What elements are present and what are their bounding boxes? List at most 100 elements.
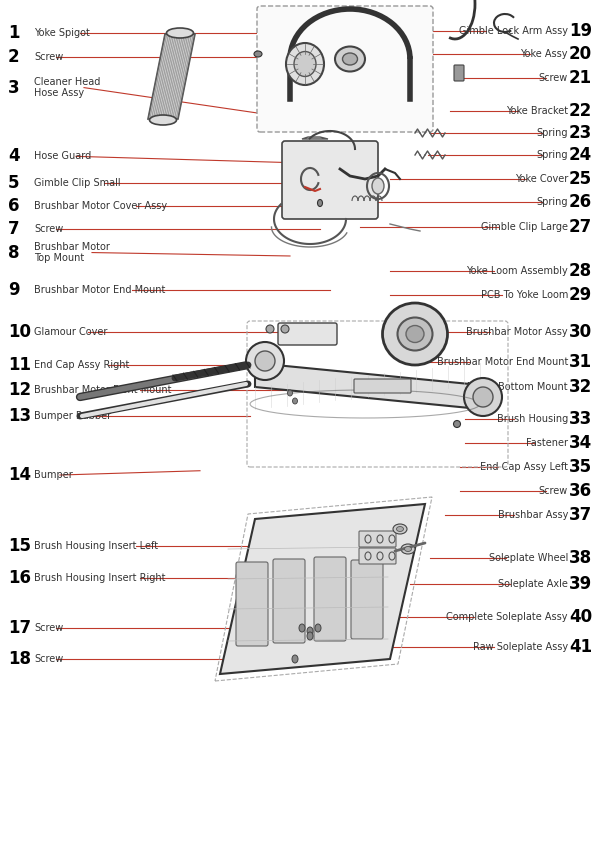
Ellipse shape (398, 318, 433, 350)
Ellipse shape (307, 627, 313, 635)
Text: Brushbar Assy: Brushbar Assy (497, 510, 568, 521)
Polygon shape (255, 363, 480, 409)
Ellipse shape (287, 390, 293, 396)
Text: Screw: Screw (539, 486, 568, 497)
Text: 7: 7 (8, 221, 20, 238)
Text: 39: 39 (569, 576, 592, 593)
Text: 20: 20 (569, 46, 592, 63)
Ellipse shape (167, 28, 193, 38)
Text: End Cap Assy Left: End Cap Assy Left (480, 462, 568, 472)
Ellipse shape (286, 43, 324, 85)
Ellipse shape (317, 199, 323, 206)
Text: Spring: Spring (536, 197, 568, 207)
FancyBboxPatch shape (257, 6, 433, 132)
Ellipse shape (335, 46, 365, 71)
Text: Yoke Spigot: Yoke Spigot (34, 27, 90, 38)
Text: 35: 35 (569, 459, 592, 476)
FancyBboxPatch shape (359, 531, 396, 547)
Text: Brushbar Motor Cover Assy: Brushbar Motor Cover Assy (34, 201, 167, 211)
Text: Brushbar Motor Bottom Mount: Brushbar Motor Bottom Mount (419, 381, 568, 392)
Text: 12: 12 (8, 381, 31, 399)
Ellipse shape (404, 546, 412, 551)
Text: 36: 36 (569, 483, 592, 500)
Text: 34: 34 (569, 435, 592, 452)
FancyBboxPatch shape (454, 65, 464, 81)
Ellipse shape (292, 655, 298, 663)
Text: 21: 21 (569, 70, 592, 87)
Ellipse shape (473, 387, 493, 407)
FancyBboxPatch shape (359, 548, 396, 564)
Text: Brush Housing Insert Left: Brush Housing Insert Left (34, 541, 158, 551)
Text: 28: 28 (569, 262, 592, 279)
Text: 25: 25 (569, 170, 592, 187)
Text: Complete Soleplate Assy: Complete Soleplate Assy (446, 612, 568, 622)
Text: Screw: Screw (34, 623, 63, 633)
Text: 17: 17 (8, 619, 31, 637)
Text: Brush Housing Insert Right: Brush Housing Insert Right (34, 573, 166, 583)
Ellipse shape (246, 342, 284, 380)
FancyBboxPatch shape (273, 559, 305, 643)
Text: 31: 31 (569, 353, 592, 370)
Text: Raw Soleplate Assy: Raw Soleplate Assy (473, 642, 568, 652)
Text: Yoke Loom Assembly: Yoke Loom Assembly (466, 265, 568, 276)
Text: Hose Guard: Hose Guard (34, 151, 91, 161)
Text: Bumper: Bumper (34, 470, 73, 480)
Ellipse shape (281, 325, 289, 333)
Text: Glamour Cover: Glamour Cover (34, 327, 107, 338)
Ellipse shape (372, 178, 384, 194)
Ellipse shape (454, 421, 461, 428)
Text: 8: 8 (8, 244, 19, 261)
Text: Yoke Bracket: Yoke Bracket (506, 106, 568, 116)
Text: 41: 41 (569, 638, 592, 655)
Text: End Cap Assy Right: End Cap Assy Right (34, 360, 130, 370)
Ellipse shape (149, 115, 176, 125)
Text: Spring: Spring (536, 150, 568, 161)
Text: 13: 13 (8, 407, 31, 424)
FancyBboxPatch shape (314, 557, 346, 641)
Polygon shape (220, 504, 425, 674)
Text: Spring: Spring (536, 128, 568, 138)
Ellipse shape (294, 52, 316, 76)
Text: 1: 1 (8, 24, 19, 41)
Text: Brushbar Motor
Top Mount: Brushbar Motor Top Mount (34, 241, 110, 264)
Text: 19: 19 (569, 22, 592, 40)
Text: 26: 26 (569, 193, 592, 210)
Text: 3: 3 (8, 79, 20, 96)
Ellipse shape (266, 325, 274, 333)
Text: Brushbar Motor Front Mount: Brushbar Motor Front Mount (34, 385, 172, 395)
Text: Gimble Lock Arm Assy: Gimble Lock Arm Assy (459, 26, 568, 36)
Text: 15: 15 (8, 538, 31, 555)
Ellipse shape (464, 378, 502, 416)
Text: 38: 38 (569, 550, 592, 567)
Ellipse shape (315, 624, 321, 632)
Text: Brush Housing: Brush Housing (497, 414, 568, 424)
Ellipse shape (383, 303, 448, 365)
Text: Bumper Rubber: Bumper Rubber (34, 411, 111, 421)
Text: 11: 11 (8, 356, 31, 374)
FancyBboxPatch shape (282, 141, 378, 219)
FancyBboxPatch shape (278, 323, 337, 345)
Polygon shape (148, 34, 195, 119)
Ellipse shape (254, 51, 262, 57)
Text: 33: 33 (569, 411, 592, 428)
Text: 37: 37 (569, 507, 592, 524)
Text: Screw: Screw (539, 73, 568, 83)
Text: Brushbar Motor End Mount: Brushbar Motor End Mount (437, 356, 568, 367)
Text: 24: 24 (569, 147, 592, 164)
Ellipse shape (343, 53, 358, 65)
Text: Screw: Screw (34, 52, 63, 62)
Text: 30: 30 (569, 324, 592, 341)
Ellipse shape (397, 527, 404, 532)
Text: PCB To Yoke Loom: PCB To Yoke Loom (481, 289, 568, 300)
Text: Soleplate Axle: Soleplate Axle (498, 579, 568, 589)
Text: 23: 23 (569, 125, 592, 142)
FancyBboxPatch shape (351, 560, 383, 639)
Text: Gimble Clip Small: Gimble Clip Small (34, 178, 121, 188)
Text: 40: 40 (569, 608, 592, 625)
Ellipse shape (255, 351, 275, 371)
Ellipse shape (299, 624, 305, 632)
Text: 18: 18 (8, 650, 31, 667)
Text: 29: 29 (569, 286, 592, 303)
Text: 10: 10 (8, 324, 31, 341)
Text: Brushbar Motor Assy: Brushbar Motor Assy (466, 327, 568, 338)
